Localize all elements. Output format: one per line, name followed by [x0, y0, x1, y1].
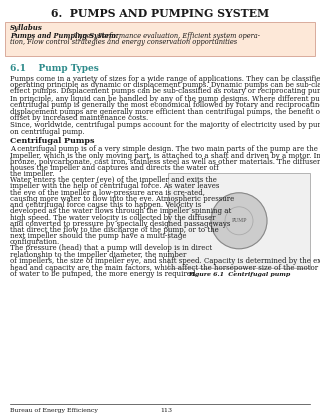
- Text: head and capacity are the main factors, which affect the horsepower size of the : head and capacity are the main factors, …: [10, 264, 320, 272]
- Text: 6.  PUMPS AND PUMPING SYSTEM: 6. PUMPS AND PUMPING SYSTEM: [51, 8, 269, 19]
- Text: effect pumps. Displacement pumps can be sub-classified as rotary or reciprocatin: effect pumps. Displacement pumps can be …: [10, 87, 320, 95]
- Text: houses the impeller and captures and directs the water off: houses the impeller and captures and dir…: [10, 164, 219, 172]
- Text: high speed. The water velocity is collected by the diffuser: high speed. The water velocity is collec…: [10, 213, 215, 221]
- Text: The pressure (head) that a pump will develop is in direct: The pressure (head) that a pump will dev…: [10, 245, 212, 253]
- Text: and centrifugal force cause this to happen. Velocity is: and centrifugal force cause this to happ…: [10, 201, 201, 209]
- Text: configuration.: configuration.: [10, 238, 60, 246]
- Text: Syllabus: Syllabus: [10, 24, 43, 32]
- Text: displacement pumps are generally more efficient than centrifugal pumps, the bene: displacement pumps are generally more ef…: [10, 107, 320, 116]
- Text: Types, Performance evaluation, Efficient system opera-: Types, Performance evaluation, Efficient…: [72, 32, 260, 40]
- Text: the impeller.: the impeller.: [10, 170, 54, 178]
- Text: on centrifugal pump.: on centrifugal pump.: [10, 128, 85, 136]
- Text: that direct the flow to the discharge of the pump, or to the: that direct the flow to the discharge of…: [10, 226, 219, 234]
- Text: Pumps and Pumping System:: Pumps and Pumping System:: [10, 32, 118, 40]
- Text: Figure 6.1  Centrifugal pump: Figure 6.1 Centrifugal pump: [188, 272, 290, 277]
- Text: Bureau of Energy Efficiency: Bureau of Energy Efficiency: [10, 408, 98, 413]
- Text: causing more water to flow into the eye. Atmospheric pressure: causing more water to flow into the eye.…: [10, 195, 234, 203]
- Text: next impeller should the pump have a multi-stage: next impeller should the pump have a mul…: [10, 232, 187, 240]
- FancyBboxPatch shape: [168, 173, 310, 268]
- Text: operating principle as dynamic or displacement pumps. Dynamic pumps can be sub-c: operating principle as dynamic or displa…: [10, 81, 320, 89]
- Text: 6.1    Pump Types: 6.1 Pump Types: [10, 64, 99, 73]
- Text: 113: 113: [160, 408, 172, 413]
- Text: relationship to the impeller diameter, the number: relationship to the impeller diameter, t…: [10, 251, 186, 259]
- Text: tion, Flow control strategies and energy conservation opportunities: tion, Flow control strategies and energy…: [10, 38, 237, 46]
- Text: impeller with the help of centrifugal force. As water leaves: impeller with the help of centrifugal fo…: [10, 183, 220, 191]
- Text: PUMP: PUMP: [231, 218, 247, 223]
- Text: Centrifugal Pumps: Centrifugal Pumps: [10, 137, 94, 145]
- Text: of water to be pumped, the more energy is required.: of water to be pumped, the more energy i…: [10, 270, 198, 278]
- Text: and converted to pressure by specially designed passageways: and converted to pressure by specially d…: [10, 220, 230, 228]
- Text: Water enters the center (eye) of the impeller and exits the: Water enters the center (eye) of the imp…: [10, 176, 217, 184]
- Text: Impeller, which is the only moving part, is attached to a shaft and driven by a : Impeller, which is the only moving part,…: [10, 151, 320, 159]
- Text: bronze, polycarbonate, cast iron, stainless steel as well as other materials. Th: bronze, polycarbonate, cast iron, stainl…: [10, 158, 320, 166]
- FancyBboxPatch shape: [5, 22, 315, 56]
- Text: developed as the water flows through the impeller spinning at: developed as the water flows through the…: [10, 207, 231, 215]
- Text: offset by increased maintenance costs.: offset by increased maintenance costs.: [10, 114, 148, 122]
- Text: Since, worldwide, centrifugal pumps account for the majority of electricity used: Since, worldwide, centrifugal pumps acco…: [10, 121, 320, 129]
- Text: Pumps come in a variety of sizes for a wide range of applications. They can be c: Pumps come in a variety of sizes for a w…: [10, 75, 320, 83]
- Text: A centrifugal pump is of a very simple design. The two main parts of the pump ar: A centrifugal pump is of a very simple d…: [10, 145, 320, 154]
- Text: of impellers, the size of impeller eye, and shaft speed. Capacity is determined : of impellers, the size of impeller eye, …: [10, 258, 320, 265]
- Text: centrifugal pump is generally the most economical followed by rotary and recipro: centrifugal pump is generally the most e…: [10, 102, 320, 109]
- Text: In principle, any liquid can be handled by any of the pump designs. Where differ: In principle, any liquid can be handled …: [10, 95, 320, 103]
- Text: the eye of the impeller a low-pressure area is cre-ated,: the eye of the impeller a low-pressure a…: [10, 189, 205, 197]
- Circle shape: [211, 193, 267, 249]
